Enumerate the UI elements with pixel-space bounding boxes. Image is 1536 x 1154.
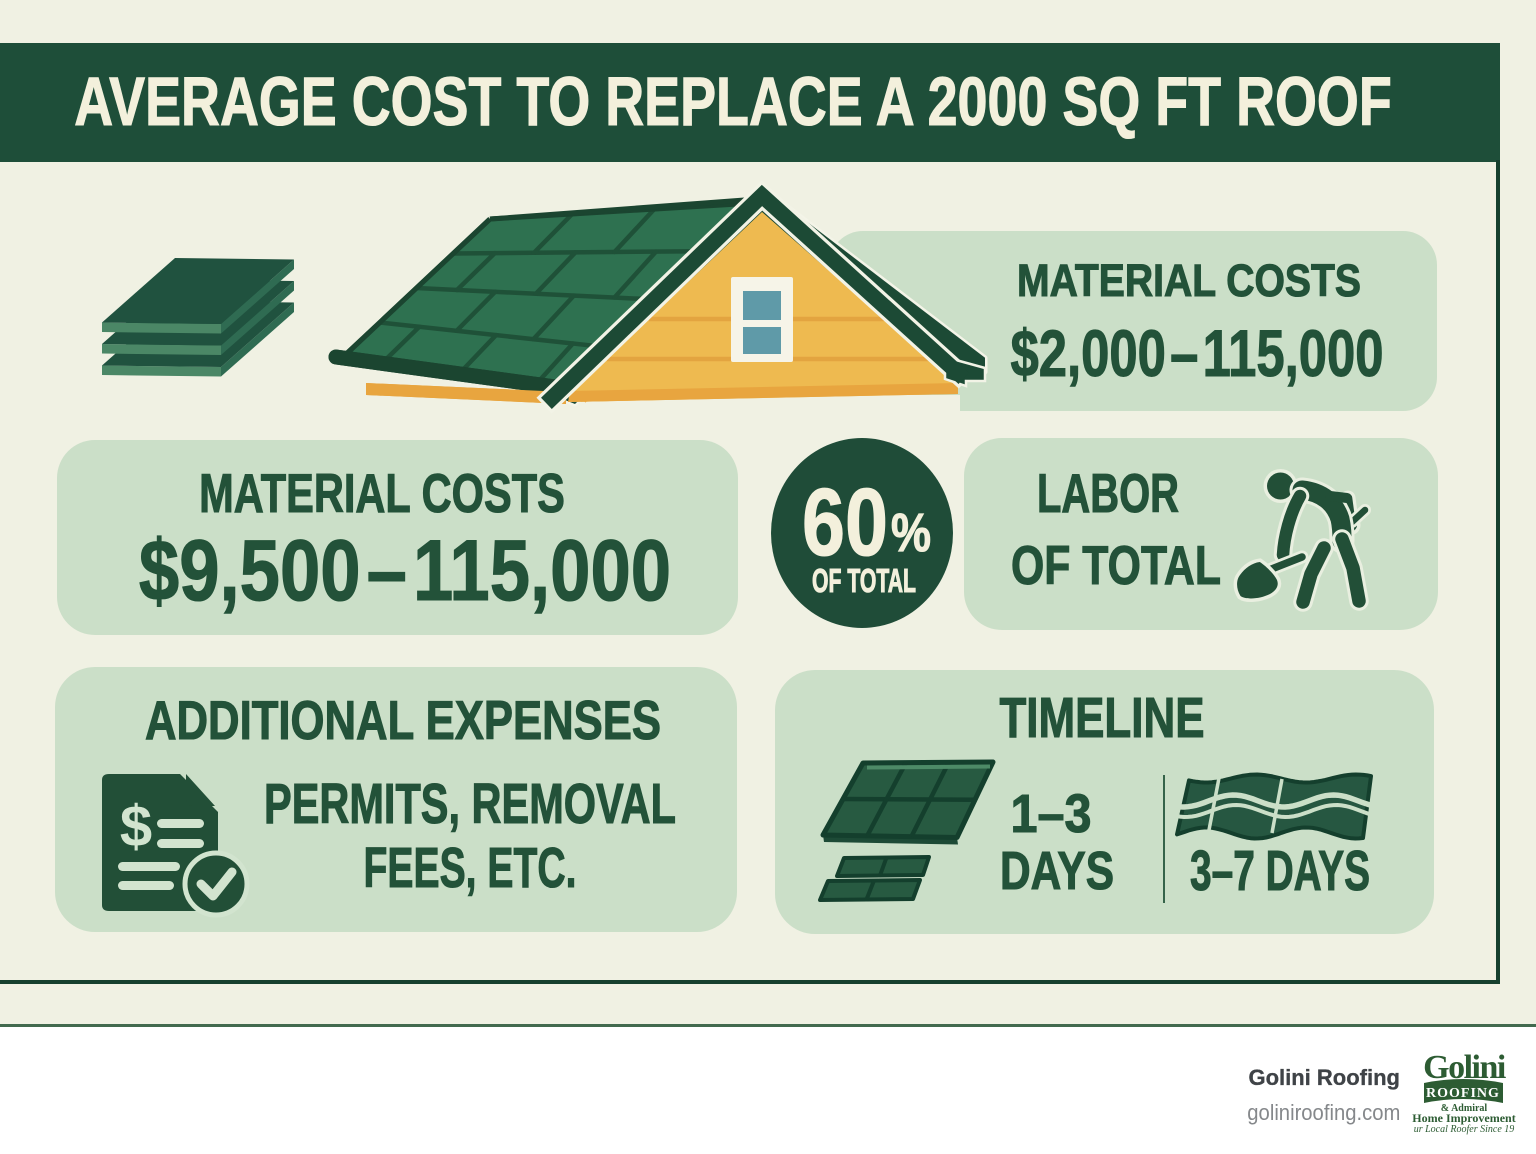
svg-text:Home Improvement: Home Improvement <box>1412 1111 1515 1125</box>
svg-text:ROOFING: ROOFING <box>1426 1086 1500 1101</box>
svg-text:ur Local Roofer Since 19: ur Local Roofer Since 19 <box>1414 1124 1515 1135</box>
svg-text:& Admiral: & Admiral <box>1441 1103 1488 1114</box>
svg-text:$: $ <box>120 794 152 859</box>
